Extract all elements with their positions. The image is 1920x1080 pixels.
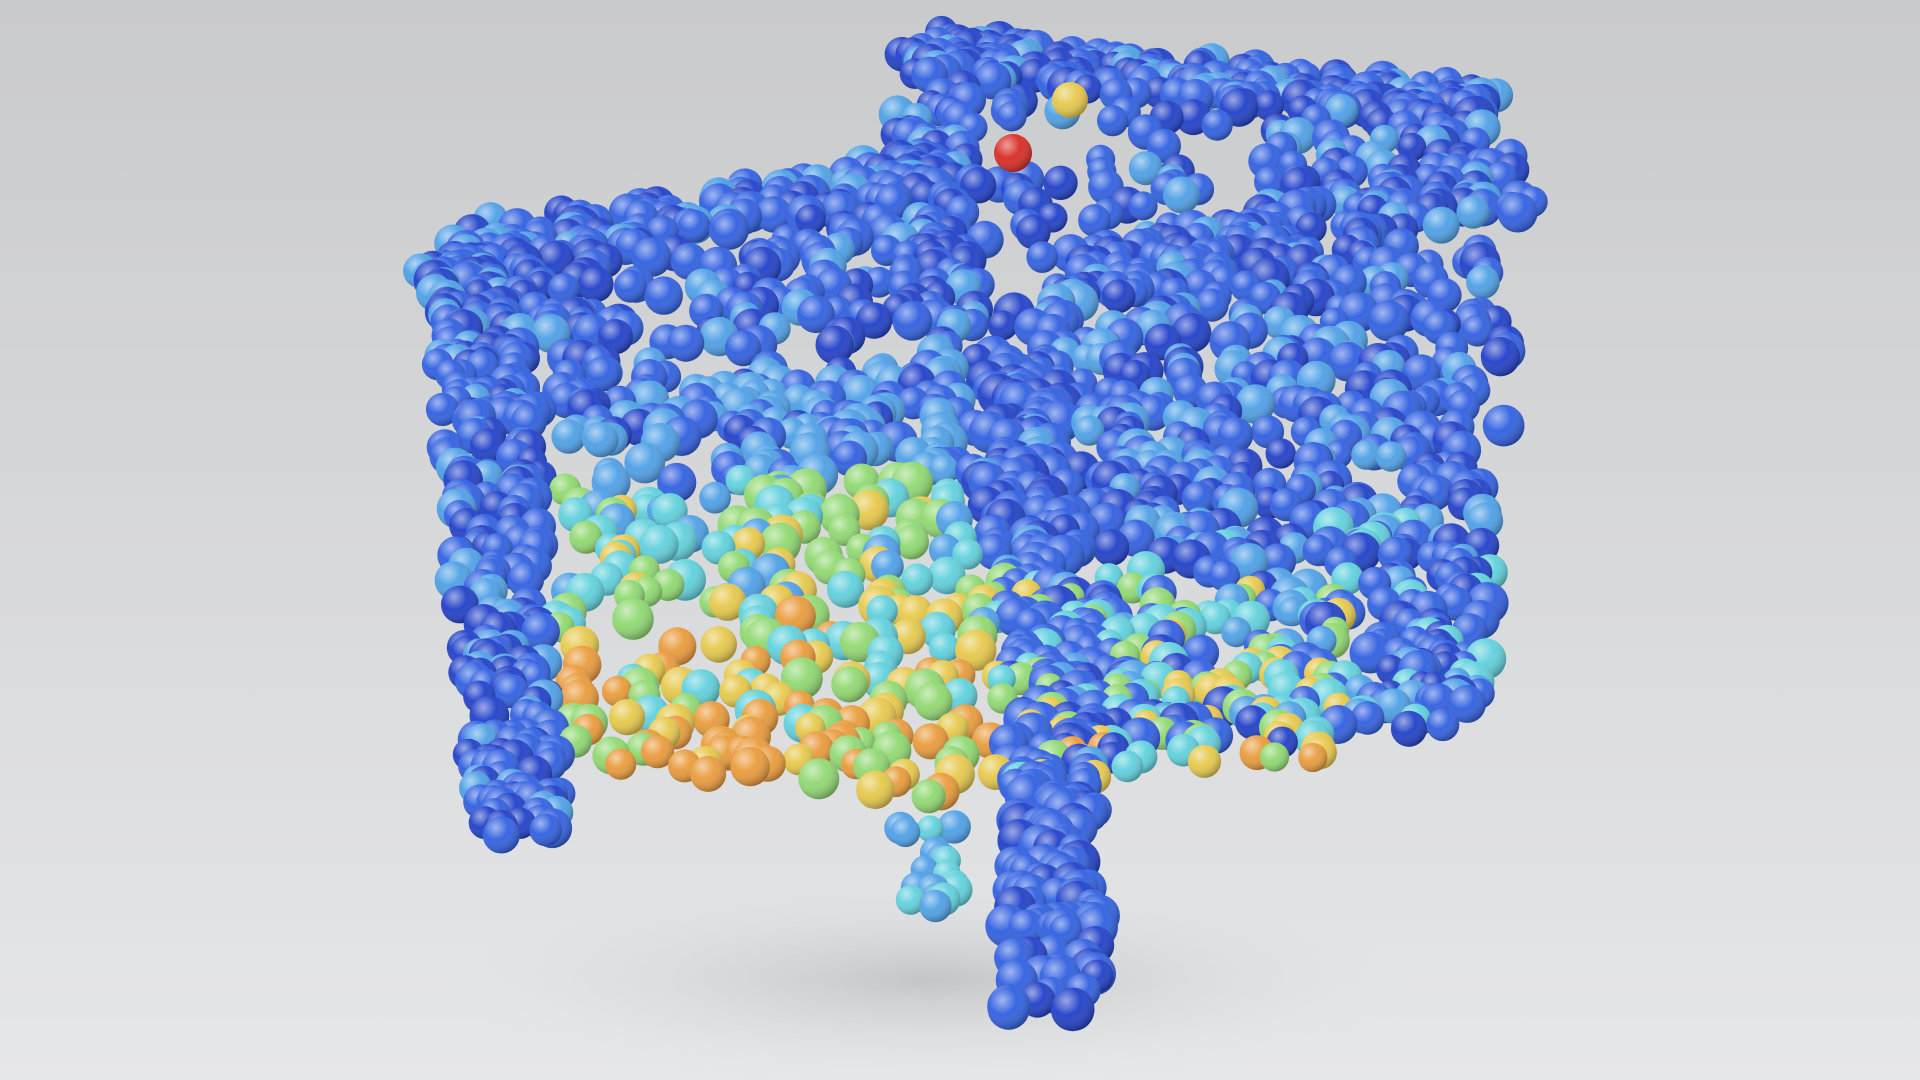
- point-sphere-shading: [608, 699, 646, 736]
- point-sphere-shading: [996, 101, 1027, 132]
- point-sphere-shading: [699, 481, 731, 514]
- point-sphere-shading: [1298, 742, 1328, 773]
- point-sphere-shading: [569, 520, 603, 554]
- point-sphere-shading: [482, 816, 520, 854]
- point-sphere-shading: [1128, 191, 1158, 221]
- point-sphere-shading: [1187, 744, 1222, 778]
- point-sphere-shading: [797, 295, 835, 334]
- point-sphere-shading: [1078, 204, 1111, 237]
- point-sphere-shading: [700, 626, 737, 663]
- point-sphere-shading: [725, 330, 762, 367]
- point-sphere-shading: [1456, 195, 1490, 229]
- point-sphere-shading: [831, 666, 868, 703]
- point-sphere-shading: [1351, 439, 1381, 470]
- floor-shadow: [410, 870, 1450, 1080]
- point-sphere-shading: [919, 889, 952, 923]
- point-sphere-shading: [1092, 529, 1130, 566]
- point-sphere-shading: [624, 442, 666, 484]
- point-sphere-shading: [1422, 206, 1460, 244]
- point-sphere-shading: [690, 755, 727, 792]
- point-sphere-shading: [871, 550, 904, 583]
- point-sphere-shading: [856, 770, 895, 809]
- point-sphere-shading: [1368, 300, 1410, 342]
- point-sphere-shading: [798, 758, 840, 800]
- point-sphere-shading: [1111, 750, 1144, 783]
- point-sphere-shading: [826, 570, 865, 608]
- point-sphere-shading: [911, 779, 946, 814]
- point-sphere-shading: [585, 356, 621, 392]
- point-sphere-shading: [987, 310, 1018, 341]
- point-sphere-shading: [1235, 384, 1275, 424]
- point-sphere-shading: [1375, 441, 1407, 472]
- point-sphere-shading: [1480, 337, 1520, 377]
- point-sphere-shading: [1466, 265, 1500, 299]
- point-sphere-shading: [928, 632, 960, 664]
- point-sphere-shading: [529, 813, 562, 847]
- point-sphere-shading: [1259, 742, 1290, 772]
- point-sphere-shading: [894, 524, 929, 560]
- point-sphere-shading: [1026, 241, 1058, 273]
- point-sphere-shading: [1050, 987, 1095, 1032]
- point-sphere-shading: [425, 392, 460, 426]
- point-sphere-shading: [1171, 313, 1212, 353]
- point-sphere-shading: [612, 598, 654, 640]
- point-sphere-shading: [1221, 616, 1252, 648]
- point-sphere-shading: [1253, 90, 1285, 121]
- point-sphere-shading: [929, 454, 959, 485]
- point-sphere-shading: [1265, 438, 1296, 469]
- point-sphere-shading: [1101, 279, 1136, 314]
- point-sphere-shading: [1324, 93, 1358, 127]
- point-sphere-shading: [795, 204, 826, 235]
- point-sphere-shading: [1201, 109, 1233, 141]
- chair-point-cloud: [403, 15, 1548, 1032]
- point-sphere-shading: [892, 300, 933, 341]
- point-sphere-shading: [547, 273, 580, 305]
- point-sphere-shading: [711, 212, 749, 250]
- point-sphere-shading: [1043, 165, 1078, 200]
- point-sphere-shading: [1482, 404, 1525, 447]
- point-sphere-shading: [987, 987, 1030, 1030]
- point-sphere-shading: [1497, 192, 1538, 233]
- point-sphere-shading: [521, 612, 560, 651]
- point-sphere-shading: [1461, 314, 1494, 347]
- point-sphere-shading: [1254, 166, 1286, 198]
- point-sphere-shading: [583, 421, 619, 458]
- point-sphere-shading: [994, 134, 1032, 172]
- point-sphere-shading: [1217, 417, 1254, 453]
- point-sphere-shading: [901, 563, 934, 596]
- point-sphere-shading: [1181, 481, 1216, 515]
- point-sphere-shading: [578, 266, 614, 303]
- point-sphere-shading: [1097, 105, 1129, 137]
- point-sphere-shading: [755, 196, 792, 233]
- point-sphere-shading: [667, 324, 705, 362]
- point-sphere-shading: [1390, 710, 1427, 747]
- point-sphere-shading: [708, 583, 747, 621]
- point-sphere-shading: [639, 524, 679, 564]
- point-sphere-shading: [1015, 214, 1051, 250]
- point-sphere-shading: [1426, 708, 1460, 742]
- point-sphere-shading: [1052, 82, 1088, 118]
- point-sphere-shading: [855, 302, 893, 339]
- point-sphere-shading: [730, 746, 770, 787]
- point-sphere-shading: [890, 817, 921, 848]
- point-sphere-shading: [1163, 176, 1200, 214]
- point-sphere-shading: [644, 276, 683, 315]
- point-sphere-shading: [960, 167, 997, 204]
- point-sphere-shading: [1128, 151, 1163, 186]
- point-sphere-shading: [1073, 415, 1105, 446]
- point-sphere-shading: [677, 209, 711, 243]
- point-sphere-shading: [815, 325, 855, 365]
- point-sphere-shading: [1195, 288, 1229, 322]
- point-sphere-shading: [657, 462, 697, 503]
- point-sphere-shading: [952, 538, 983, 570]
- point-sphere-shading: [927, 556, 966, 595]
- point-sphere-shading: [614, 269, 647, 303]
- point-sphere-shading: [605, 748, 637, 780]
- point-sphere-shading: [551, 419, 586, 454]
